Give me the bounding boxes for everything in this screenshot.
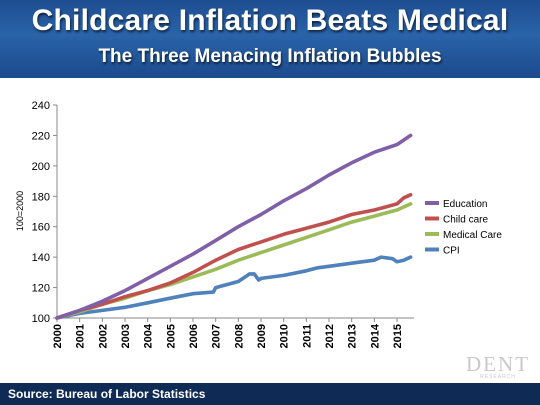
- legend-label: CPI: [443, 246, 460, 257]
- x-tick-label: 2008: [233, 324, 245, 348]
- y-tick-label: 160: [32, 222, 50, 234]
- x-tick-label: 2014: [369, 323, 381, 348]
- legend-label: Child care: [443, 215, 488, 226]
- title-banner: Childcare Inflation Beats Medical The Th…: [0, 0, 540, 78]
- x-tick-label: 2010: [279, 324, 291, 348]
- dent-logo: DENT RESEARCH: [462, 352, 534, 382]
- y-tick-label: 100: [32, 313, 50, 325]
- x-tick-label: 2001: [75, 324, 87, 348]
- y-tick-label: 180: [32, 191, 50, 203]
- y-axis-label: 100=2000: [15, 191, 25, 231]
- chart-legend: Education Child care Medical Care CPI: [425, 199, 502, 257]
- logo-subtext: RESEARCH: [480, 374, 516, 380]
- y-tick-label: 120: [32, 283, 50, 295]
- source-note: Source: Bureau of Labor Statistics: [8, 387, 206, 401]
- x-tick-label: 2002: [97, 324, 109, 348]
- legend-label: Education: [443, 199, 487, 210]
- x-tick-label: 2005: [165, 324, 177, 348]
- x-tick-label: 2013: [347, 324, 359, 348]
- x-tick-label: 2011: [301, 324, 313, 348]
- logo-text: DENT: [466, 352, 530, 376]
- y-tick-label: 140: [32, 252, 50, 264]
- x-tick-label: 2003: [120, 324, 132, 348]
- series-line-child-care: [55, 193, 413, 320]
- x-tick-label: 2006: [188, 324, 200, 348]
- slide-title: Childcare Inflation Beats Medical: [31, 4, 509, 37]
- chart-ticks: 100 120 140 160 180 200 220 240 2000 2001 2002 2003…: [32, 100, 404, 348]
- series-line-cpi: [55, 255, 413, 320]
- legend-label: Medical Care: [443, 230, 502, 241]
- x-tick-label: 2009: [256, 324, 268, 348]
- y-tick-label: 220: [32, 130, 50, 142]
- y-tick-label: 200: [32, 161, 50, 173]
- x-tick-label: 2004: [143, 323, 155, 348]
- chart-series: [55, 133, 413, 320]
- slide-subtitle: The Three Menacing Inflation Bubbles: [98, 46, 442, 67]
- line-chart: 100 120 140 160 180 200 220 240 2000 2001 2002 2003…: [15, 100, 502, 348]
- x-tick-label: 2000: [52, 324, 64, 348]
- x-tick-label: 2007: [211, 324, 223, 348]
- y-tick-label: 240: [32, 100, 50, 112]
- series-line-education: [55, 133, 413, 320]
- x-tick-label: 2012: [324, 324, 336, 348]
- x-tick-label: 2015: [392, 324, 404, 348]
- footer-bar: Source: Bureau of Labor Statistics: [0, 383, 540, 405]
- chart-axes: [56, 105, 414, 319]
